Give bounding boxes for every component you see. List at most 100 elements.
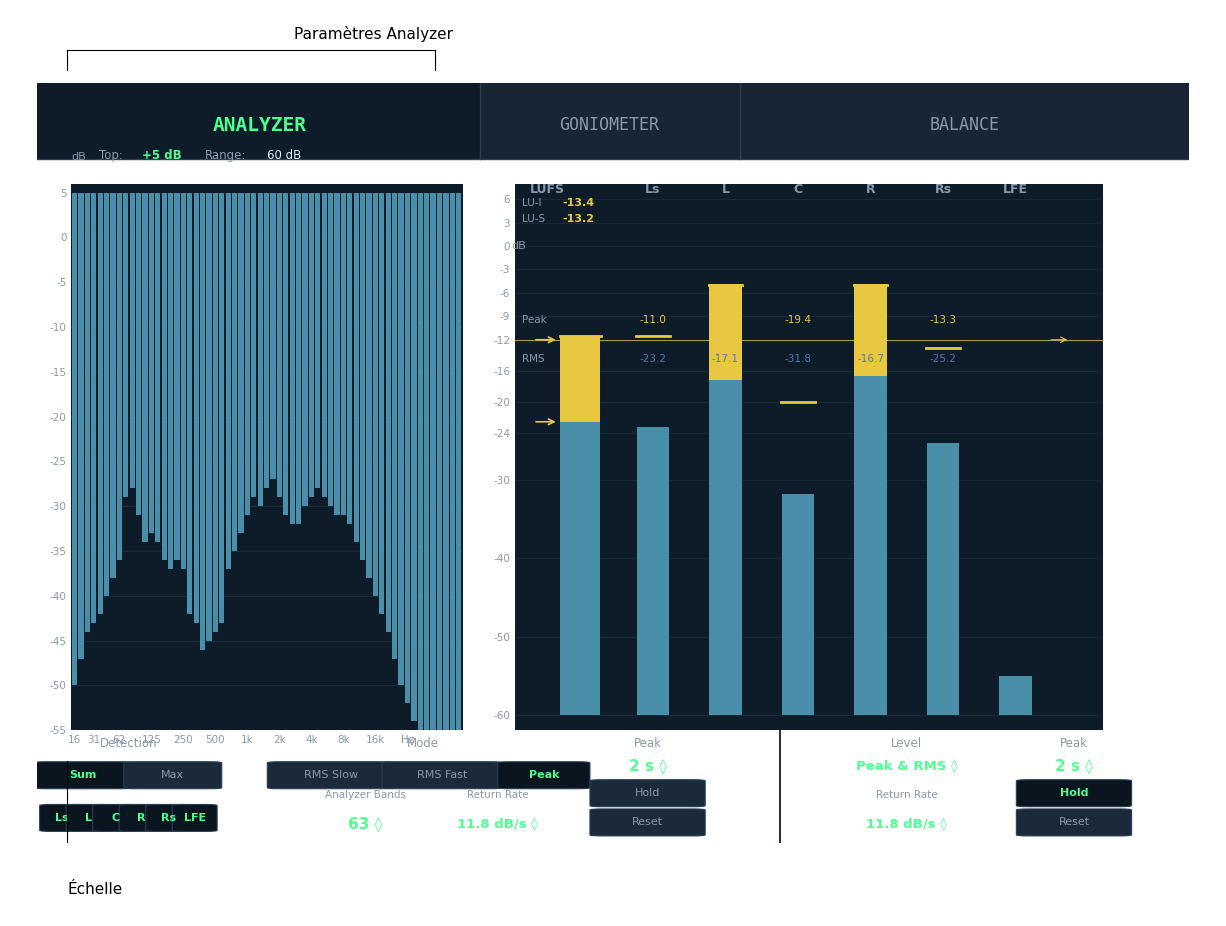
Bar [450, 193, 455, 775]
Bar [180, 193, 186, 569]
Bar [303, 193, 308, 507]
Bar [85, 193, 89, 632]
Text: -4.8: -4.8 [861, 315, 880, 325]
Text: Return Rate: Return Rate [467, 791, 528, 800]
Text: Mode: Mode [407, 737, 439, 750]
Text: -13.2: -13.2 [563, 214, 595, 224]
Text: C: C [112, 813, 119, 823]
Text: L: L [721, 183, 729, 196]
Text: 2 s ◊: 2 s ◊ [629, 758, 667, 774]
FancyBboxPatch shape [383, 762, 503, 789]
Text: +5 dB: +5 dB [142, 149, 181, 162]
Bar [206, 193, 212, 641]
Bar [481, 83, 739, 159]
Bar [444, 193, 449, 766]
Bar [168, 193, 173, 569]
Bar [329, 193, 333, 507]
FancyBboxPatch shape [590, 809, 705, 836]
Text: Reset: Reset [633, 818, 663, 828]
Text: LU-I: LU-I [522, 198, 542, 208]
Bar [353, 193, 359, 542]
Text: Reset: Reset [1058, 818, 1090, 828]
Bar [148, 193, 154, 533]
Bar [245, 193, 250, 515]
Text: -11.0: -11.0 [640, 315, 667, 325]
Bar [315, 193, 320, 488]
Bar [162, 193, 167, 560]
Bar [251, 193, 256, 497]
Bar [636, 427, 669, 715]
Bar [116, 193, 123, 560]
Bar [418, 193, 423, 731]
Text: 63 ◊: 63 ◊ [348, 817, 383, 832]
FancyBboxPatch shape [93, 805, 137, 832]
Bar [123, 193, 129, 497]
Bar [130, 193, 135, 488]
FancyBboxPatch shape [124, 762, 222, 789]
Bar [78, 193, 83, 658]
Text: LUFS: LUFS [530, 183, 565, 196]
Text: -4.9: -4.9 [715, 315, 736, 325]
Text: -23.2: -23.2 [640, 355, 667, 364]
Bar [436, 193, 443, 757]
Text: RMS Fast: RMS Fast [417, 770, 467, 781]
Text: L: L [85, 813, 92, 823]
FancyBboxPatch shape [146, 805, 190, 832]
FancyBboxPatch shape [1016, 780, 1132, 807]
Bar [110, 193, 115, 578]
Bar [156, 193, 161, 542]
Text: Hold: Hold [635, 788, 661, 798]
Text: Level: Level [891, 737, 922, 750]
Bar [219, 193, 224, 622]
FancyBboxPatch shape [590, 780, 705, 807]
Bar [855, 377, 886, 715]
Bar [277, 193, 282, 497]
Text: Ls: Ls [645, 183, 661, 196]
Text: Detection: Detection [101, 737, 158, 750]
Text: Peak: Peak [528, 770, 559, 781]
Text: -19.4: -19.4 [785, 315, 812, 325]
Text: LFE: LFE [184, 813, 206, 823]
Bar [456, 193, 461, 784]
Text: RMS: RMS [522, 355, 544, 364]
Bar [373, 193, 378, 595]
Text: ANALYZER: ANALYZER [212, 116, 306, 134]
Bar [560, 421, 601, 715]
Bar [91, 193, 97, 622]
Bar [405, 193, 411, 704]
Bar [430, 193, 435, 748]
Bar [999, 676, 1032, 715]
Bar [782, 494, 814, 715]
FancyBboxPatch shape [498, 762, 590, 789]
Bar [213, 193, 218, 632]
Bar [424, 193, 429, 739]
Bar [386, 193, 391, 632]
Text: dB: dB [71, 152, 86, 162]
Bar [174, 193, 180, 560]
FancyBboxPatch shape [66, 805, 112, 832]
Bar [295, 193, 302, 524]
Bar [98, 193, 103, 614]
Bar [927, 443, 960, 715]
Bar [188, 193, 192, 614]
Bar [398, 193, 403, 685]
Text: Max: Max [161, 770, 184, 781]
Text: Peak: Peak [1060, 737, 1087, 750]
Bar [347, 193, 353, 524]
Text: Ls: Ls [55, 813, 69, 823]
Text: LU-S: LU-S [522, 214, 546, 224]
Bar [709, 284, 742, 380]
Bar [104, 193, 109, 595]
Text: BALANCE: BALANCE [929, 116, 999, 134]
Text: RMS Slow: RMS Slow [304, 770, 358, 781]
Text: -13.3: -13.3 [929, 315, 956, 325]
Text: Top:: Top: [99, 149, 123, 162]
Bar [289, 193, 295, 524]
Bar [739, 83, 1189, 159]
FancyBboxPatch shape [1016, 809, 1132, 836]
Bar [335, 193, 340, 515]
Bar [271, 193, 276, 480]
Bar [341, 193, 346, 515]
Text: Échelle: Échelle [67, 882, 123, 896]
Text: -31.8: -31.8 [785, 355, 812, 364]
